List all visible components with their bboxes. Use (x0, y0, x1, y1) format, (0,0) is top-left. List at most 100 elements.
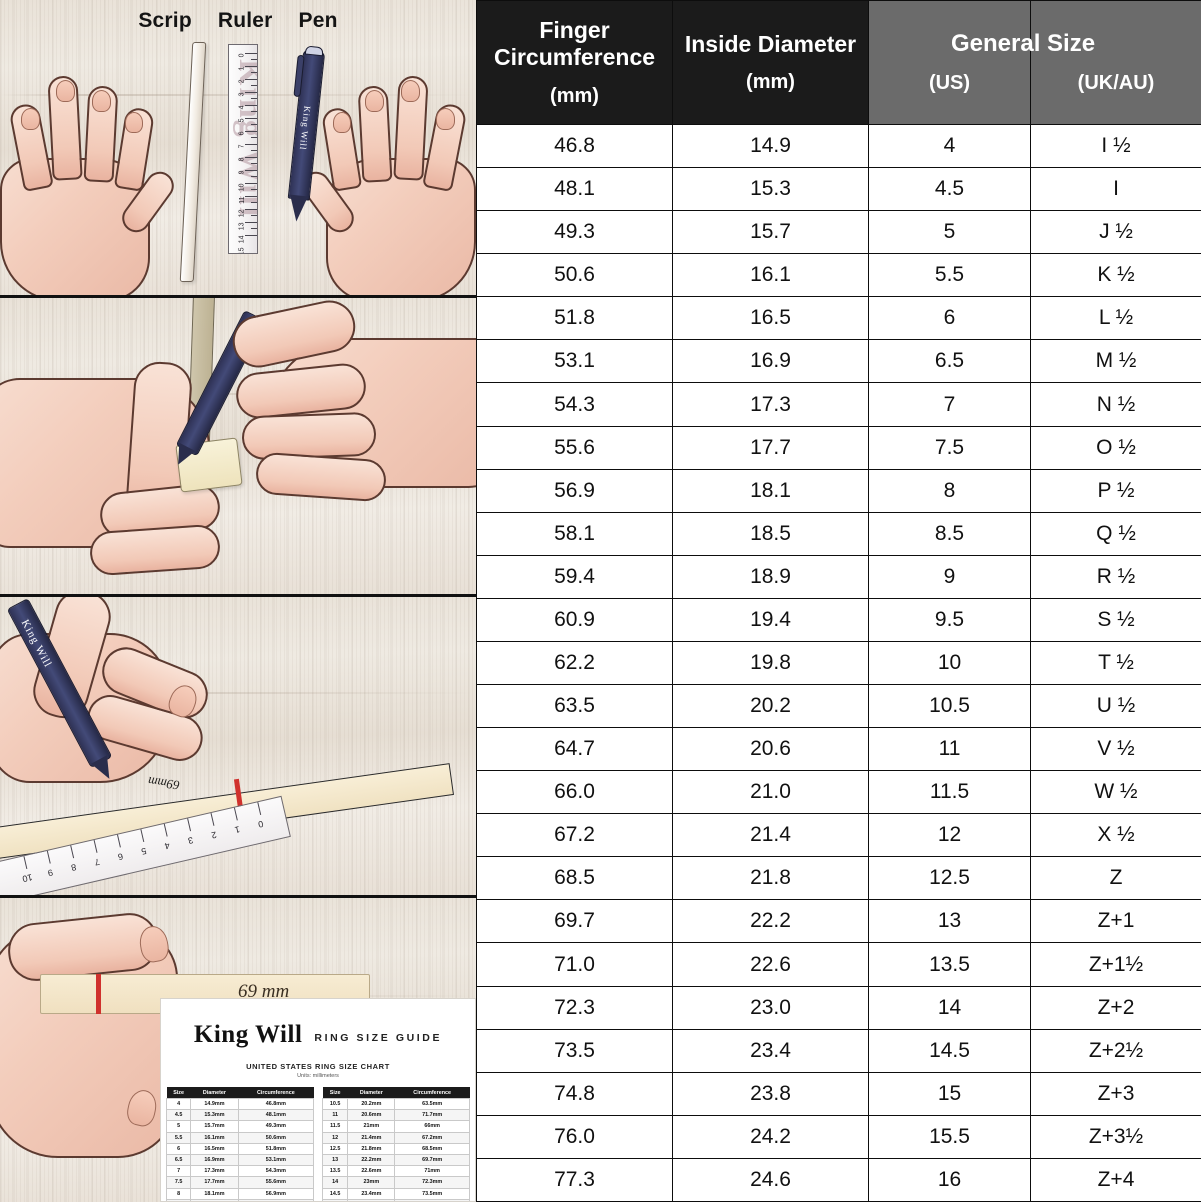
cell-diameter: 22.6 (672, 942, 869, 987)
ruler-tick-13: 13 (238, 222, 246, 231)
mini-cell-diameter: 15.3mm (190, 1109, 239, 1122)
flat-ruler-tick-10: 10 (21, 872, 34, 885)
table-row: 59.4 18.9 9 R ½ (476, 554, 1201, 599)
cell-ukau-size: U ½ (1030, 684, 1201, 729)
mini-cell-size: 7.5 (165, 1176, 192, 1189)
ruler-tick-3: 3 (238, 92, 246, 97)
table-row: 58.1 18.5 8.5 Q ½ (476, 511, 1201, 556)
ruler-tick-12: 12 (238, 209, 246, 218)
ruler-tick-1: 1 (238, 66, 246, 71)
cell-ukau-size: Z+1½ (1030, 942, 1201, 987)
mini-table-header-row: Size Diameter Circumference (166, 1087, 314, 1099)
cell-us-size: 4 (868, 123, 1031, 169)
header-general-size-ukau: (UK/AU) (1030, 0, 1201, 125)
header-inside-diameter: Inside Diameter (mm) (672, 0, 869, 125)
cell-us-size: 14.5 (868, 1028, 1031, 1073)
mini-table-row: 5.5 16.1mm 50.6mm (165, 1131, 315, 1144)
mini-cell-diameter: 18.1mm (190, 1187, 239, 1200)
left-hand-illustration (0, 72, 184, 295)
header-finger-circumference-unit: (mm) (550, 84, 599, 107)
mini-cell-size: 4 (165, 1097, 192, 1111)
cell-diameter: 18.5 (672, 511, 869, 556)
header-finger-circumference: Finger Circumference (mm) (476, 0, 673, 125)
mini-table-left-body: 4 14.9mm 46.8mm 4.5 15.3mm 48.1mm 5 15.7mm 49.3m… (165, 1097, 315, 1201)
mini-cell-diameter: 21mm (347, 1120, 396, 1133)
cell-circumference: 51.8 (476, 296, 673, 341)
flat-ruler-tick-5: 5 (140, 845, 148, 857)
mini-table-row: 14 23mm 72.3mm (321, 1176, 470, 1189)
ruler-tick-4: 4 (238, 105, 246, 110)
cell-ukau-size: O ½ (1030, 425, 1201, 470)
cell-circumference: 76.0 (476, 1114, 673, 1159)
cell-us-size: 13.5 (868, 942, 1031, 987)
table-row: 67.2 21.4 12 X ½ (476, 813, 1201, 858)
flat-ruler-tick-1: 1 (233, 824, 241, 836)
mini-cell-circumference: 66mm (394, 1120, 470, 1133)
mini-cell-diameter: 20.2mm (347, 1097, 396, 1111)
mini-table-row: 6 16.5mm 51.8mm (165, 1142, 315, 1155)
cell-ukau-size: X ½ (1030, 813, 1201, 858)
mini-cell-diameter: 22.2mm (347, 1153, 396, 1167)
flat-ruler-tick-9: 9 (46, 867, 54, 879)
mini-cell-circumference: 71.7mm (394, 1109, 470, 1122)
table-row: 66.0 21.0 11.5 W ½ (476, 770, 1201, 815)
cell-circumference: 72.3 (476, 985, 673, 1030)
mini-th-size: Size (166, 1087, 191, 1099)
flat-ruler-tick-0: 0 (257, 818, 265, 830)
cell-us-size: 12 (868, 813, 1031, 858)
cell-ukau-size: Z+1 (1030, 899, 1201, 944)
cell-circumference: 64.7 (476, 727, 673, 772)
mini-cell-circumference: 46.8mm (237, 1097, 315, 1111)
cell-ukau-size: V ½ (1030, 727, 1201, 772)
mini-table-row: 1523.8mm74.8mm (321, 1198, 470, 1201)
mini-cell-diameter: 16.9mm (190, 1153, 239, 1167)
mini-cell-diameter: 22.6mm (347, 1165, 396, 1178)
cell-circumference: 77.3 (476, 1157, 673, 1202)
mini-table-row: 8 18.1mm 56.9mm (165, 1187, 315, 1200)
mini-cell-size: 5.5 (165, 1131, 192, 1144)
mini-table-row: 12 21.4mm 67.2mm (321, 1131, 470, 1144)
header-inside-diameter-unit: (mm) (746, 71, 795, 94)
header-general-size-label: General Size (951, 30, 1096, 57)
cell-us-size: 7 (868, 382, 1031, 427)
mini-table-right: Size Diameter Circumference 10.5 20.2mm 63… (321, 1087, 470, 1201)
mini-cell-diameter: 23mm (347, 1176, 396, 1189)
label-scrip: Scrip (138, 9, 192, 32)
mini-cell-circumference: 63.5mm (394, 1097, 470, 1111)
flat-ruler-tick-6: 6 (116, 851, 125, 862)
cell-us-size: 14 (868, 985, 1031, 1030)
cell-circumference: 55.6 (476, 425, 673, 470)
ruler-tick-14: 14 (238, 235, 246, 244)
cell-us-size: 8 (868, 468, 1031, 513)
cell-us-size: 11 (868, 727, 1031, 772)
tool-labels: Scrip Ruler Pen (0, 9, 476, 33)
cell-ukau-size: I (1030, 167, 1201, 212)
mini-cell-size: 13.5 (321, 1165, 349, 1178)
cell-diameter: 24.2 (672, 1114, 869, 1159)
ring-size-guide-card: King Will RING SIZE GUIDE UNITED STATES R… (160, 998, 476, 1202)
mini-cell-circumference: 49.3mm (237, 1120, 315, 1133)
mini-cell-circumference: 67.2mm (394, 1131, 470, 1144)
mini-cell-circumference: 73.5mm (394, 1187, 470, 1200)
cell-ukau-size: Z (1030, 856, 1201, 901)
flat-ruler-tick-7: 7 (93, 856, 101, 868)
mini-cell-size: 4.5 (165, 1109, 192, 1122)
mini-cell-diameter: 21.4mm (347, 1131, 396, 1144)
ruler-tick-11: 11 (238, 196, 246, 204)
ruler-tick-5: 5 (238, 118, 246, 123)
cell-us-size: 6 (868, 296, 1031, 341)
ring-size-table-body: 46.8 14.9 4 I ½ 48.1 15.3 4.5 I 49.3 15.7 5 J ½ 50.6… (476, 123, 1201, 1202)
table-row: 63.5 20.2 10.5 U ½ (476, 684, 1201, 729)
mini-cell-size: 6 (165, 1142, 192, 1155)
ruler-tick-0: 0 (238, 53, 246, 58)
mini-cell-circumference: 48.1mm (237, 1109, 315, 1122)
flat-ruler-tick-2: 2 (210, 829, 218, 841)
cell-circumference: 67.2 (476, 813, 673, 858)
mini-cell-diameter: 21.8mm (347, 1142, 396, 1155)
table-row: 62.2 19.8 10 T ½ (476, 640, 1201, 686)
ruler-tick-2: 2 (238, 79, 246, 84)
cell-us-size: 6.5 (868, 339, 1031, 384)
mini-cell-diameter: 15.7mm (190, 1120, 239, 1133)
mini-table-right-body: 10.5 20.2mm 63.5mm 11 20.6mm 71.7mm 11.5 21mm 66… (321, 1097, 470, 1201)
